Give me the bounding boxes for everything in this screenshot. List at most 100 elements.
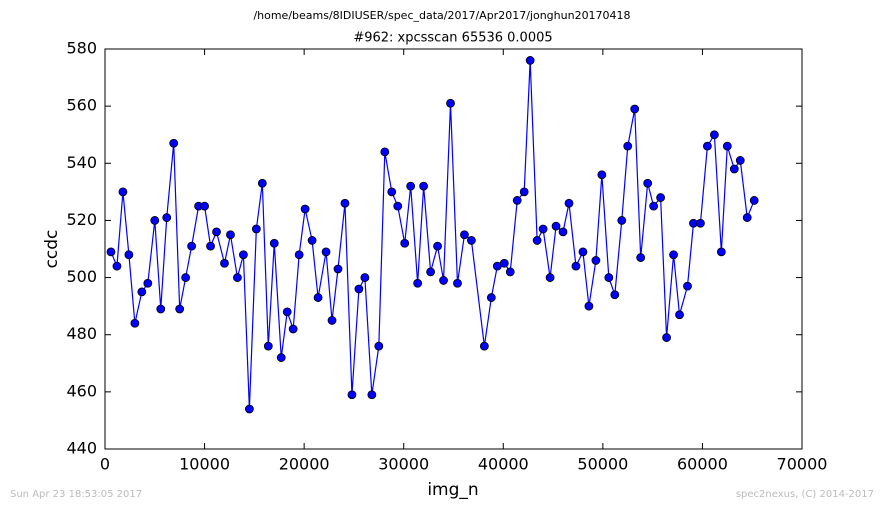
- data-point: [257, 178, 267, 188]
- data-point: [558, 227, 568, 237]
- data-point: [433, 241, 442, 251]
- data-point: [649, 201, 659, 211]
- data-point: [393, 201, 403, 211]
- y-tick-label: 520: [66, 210, 97, 229]
- data-point: [150, 216, 160, 225]
- data-point: [460, 230, 469, 240]
- data-point: [276, 353, 286, 362]
- data-point: [636, 253, 646, 262]
- data-point: [354, 284, 364, 294]
- footer-left: Sun Apr 23 18:53:05 2017: [10, 489, 142, 500]
- x-tick-label: 20000: [279, 455, 330, 474]
- data-point: [709, 130, 719, 140]
- data-point: [220, 258, 229, 268]
- data-point: [426, 267, 435, 277]
- data-point: [532, 236, 542, 245]
- data-point: [630, 104, 640, 114]
- data-point: [239, 250, 248, 260]
- data-point: [340, 198, 350, 208]
- data-point: [112, 261, 122, 271]
- data-point: [327, 316, 337, 325]
- data-point: [479, 341, 489, 351]
- data-point: [360, 273, 370, 282]
- data-point: [591, 256, 601, 265]
- data-point: [263, 341, 273, 351]
- data-point: [623, 141, 633, 151]
- data-point: [130, 318, 140, 328]
- data-point: [187, 241, 197, 251]
- data-point: [486, 293, 496, 302]
- data-point: [538, 224, 548, 234]
- y-tick-label: 580: [66, 39, 97, 58]
- data-point: [749, 196, 759, 205]
- data-point: [696, 218, 705, 228]
- data-point: [400, 238, 410, 248]
- data-point: [244, 404, 254, 414]
- x-tick-label: 30000: [378, 455, 429, 474]
- x-tick-label: 60000: [677, 455, 728, 474]
- data-point: [347, 390, 357, 400]
- x-tick-label: 0: [100, 455, 110, 474]
- plot-frame: [104, 48, 803, 450]
- data-point: [321, 247, 331, 257]
- data-point: [662, 333, 671, 342]
- data-point: [333, 264, 343, 274]
- data-point: [124, 250, 134, 260]
- data-point: [525, 56, 535, 65]
- data-point: [571, 261, 581, 271]
- data-point: [288, 324, 298, 334]
- data-point: [300, 204, 310, 214]
- data-point: [545, 273, 555, 282]
- data-point: [584, 301, 594, 311]
- data-point: [735, 156, 745, 165]
- data-point: [269, 238, 279, 248]
- x-tick-label: 10000: [179, 455, 230, 474]
- data-point: [551, 221, 561, 231]
- x-axis-label: img_n: [427, 480, 478, 500]
- data-point: [143, 278, 153, 288]
- data-point: [282, 307, 292, 317]
- y-tick-label: 440: [66, 439, 97, 458]
- footer-right: spec2nexus, (C) 2014-2017: [736, 489, 874, 500]
- data-point: [419, 181, 429, 191]
- data-point: [169, 138, 179, 148]
- suptitle: /home/beams/8IDIUSER/spec_data/2017/Apr2…: [253, 9, 630, 22]
- data-point: [703, 141, 712, 151]
- data-point: [617, 216, 627, 225]
- data-point: [206, 241, 215, 251]
- data-point: [212, 227, 221, 237]
- x-tick-label: 50000: [577, 455, 628, 474]
- data-point: [439, 276, 448, 285]
- data-point: [200, 201, 209, 211]
- data-point: [453, 278, 462, 288]
- data-point: [294, 250, 304, 260]
- data-point: [162, 213, 172, 222]
- data-point: [564, 198, 574, 208]
- data-point: [604, 273, 614, 282]
- data-point: [175, 304, 185, 314]
- y-axis-label: ccdc: [42, 230, 62, 269]
- data-point: [669, 250, 678, 260]
- data-point: [742, 213, 752, 222]
- data-point: [519, 187, 529, 197]
- data-point: [413, 278, 423, 288]
- y-tick-label: 460: [66, 381, 97, 400]
- data-point: [722, 141, 732, 151]
- chart-title: #962: xpcsscan 65536 0.0005: [353, 31, 552, 46]
- data-point: [313, 293, 323, 302]
- data-point: [406, 181, 416, 191]
- data-point: [597, 170, 607, 180]
- data-point: [137, 287, 147, 297]
- x-tick-label: 40000: [478, 455, 529, 474]
- data-point: [467, 236, 476, 245]
- data-point: [643, 178, 653, 188]
- y-tick-label: 540: [66, 153, 97, 172]
- data-point: [656, 193, 666, 202]
- data-point: [683, 281, 692, 291]
- data-point: [716, 247, 726, 257]
- data-point: [380, 147, 390, 157]
- x-tick-label: 70000: [777, 455, 828, 474]
- data-point: [367, 390, 377, 400]
- data-point: [106, 247, 116, 257]
